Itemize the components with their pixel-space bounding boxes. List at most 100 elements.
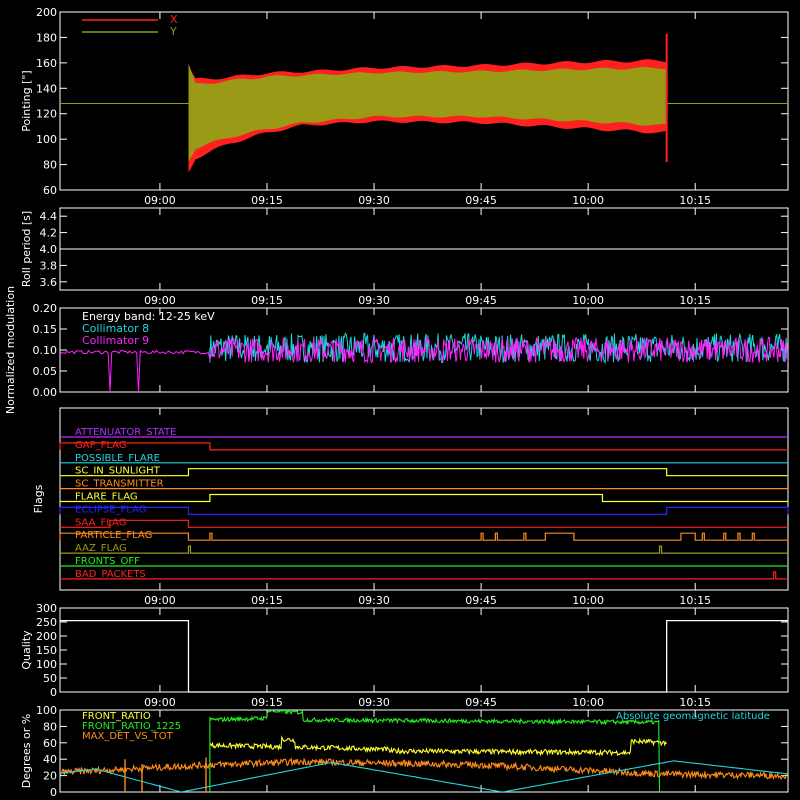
y-tick-label: 60 — [43, 184, 57, 197]
y-tick-label: 3.8 — [40, 259, 58, 272]
y-tick-label: 200 — [36, 6, 57, 19]
x-tick-label: 09:15 — [251, 696, 283, 709]
degrees-series-front_ratio_1225 — [209, 710, 661, 792]
x-tick-label: 09:15 — [251, 594, 283, 607]
y-tick-label: 140 — [36, 82, 57, 95]
flag-label-saa_flag: SAA_FLAG — [75, 517, 126, 528]
panel-frame-3 — [59, 407, 789, 591]
x-tick-label: 10:00 — [572, 294, 604, 307]
panel-frame-5 — [59, 709, 789, 793]
flag-line-bad_packets — [60, 571, 788, 580]
y-tick-label: 0.15 — [33, 323, 58, 336]
y-tick-label: 100 — [36, 704, 57, 717]
y-tick-label: 250 — [36, 616, 57, 629]
flag-label-attenuator_state: ATTENUATOR_STATE — [75, 427, 176, 438]
panel-frame-0 — [59, 11, 789, 191]
flag-label-sc_in_sunlight: SC_IN_SUNLIGHT — [75, 466, 161, 477]
y-tick-label: 100 — [36, 133, 57, 146]
x-tick-label: 09:15 — [251, 294, 283, 307]
x-tick-label: 10:15 — [679, 294, 711, 307]
x-tick-label: 09:30 — [358, 594, 390, 607]
y-axis-label: Roll period [s] — [20, 211, 33, 287]
flag-line-flare_flag — [60, 493, 788, 503]
flag-label-gap_flag: GAP_FLAG — [75, 440, 127, 451]
flag-label-bad_packets: BAD_PACKETS — [75, 569, 146, 580]
y-tick-label: 180 — [36, 31, 57, 44]
y-tick-label: 0.00 — [33, 386, 58, 399]
flag-line-eclipse_flag — [59, 506, 789, 515]
y-tick-label: 300 — [36, 602, 57, 615]
y-tick-label: 0.20 — [33, 302, 58, 315]
flag-label-particle_flag: PARTICLE_FLAG — [75, 530, 152, 541]
y-tick-label: 80 — [43, 720, 57, 733]
degrees-series-max_det_vs_tot — [60, 757, 788, 781]
y-tick-label: 100 — [36, 658, 57, 671]
y-tick-label: 160 — [36, 57, 57, 70]
quality-line — [60, 619, 788, 693]
x-tick-label: 09:30 — [358, 194, 390, 207]
x-tick-label: 10:00 — [572, 696, 604, 709]
degrees-legend-label: FRONT_RATIO — [82, 711, 151, 722]
x-tick-label: 10:00 — [572, 594, 604, 607]
y-tick-label: 4.4 — [40, 210, 58, 223]
degrees-series-absolute-geomagnetic-latitude — [60, 760, 788, 792]
x-tick-label: 09:45 — [465, 594, 497, 607]
collimator-8-label: Collimator 8 — [82, 322, 149, 335]
flag-line-sc_in_sunlight — [60, 468, 788, 477]
x-tick-label: 09:15 — [251, 194, 283, 207]
x-tick-label: 10:15 — [679, 194, 711, 207]
y-tick-label: 0 — [50, 686, 57, 699]
degrees-legend-label: MAX_DET_VS_TOT — [82, 731, 174, 742]
y-tick-label: 0 — [50, 786, 57, 799]
legend-label-X: X — [170, 13, 178, 26]
x-tick-label: 09:45 — [465, 194, 497, 207]
x-tick-label: 09:30 — [358, 696, 390, 709]
flag-label-flare_flag: FLARE_FLAG — [75, 492, 138, 503]
flag-label-eclipse_flag: ECLIPSE_FLAG — [75, 504, 146, 515]
y-axis-label: Pointing ["] — [20, 70, 33, 131]
x-tick-label: 09:00 — [144, 294, 176, 307]
y-tick-label: 60 — [43, 737, 57, 750]
x-tick-label: 09:45 — [465, 294, 497, 307]
y-axis-label: Normalized modulation — [4, 286, 17, 414]
flag-label-sc_transmitter: SC_TRANSMITTER — [75, 479, 164, 490]
y-axis-label: Degrees or % — [20, 714, 33, 788]
y-tick-label: 200 — [36, 630, 57, 643]
y-tick-label: 50 — [43, 672, 57, 685]
y-tick-label: 0.10 — [33, 344, 58, 357]
geomagnetic-latitude-label: Absolute geomagnetic latitude — [616, 711, 770, 722]
energy-band-label: Energy band: 12-25 keV — [82, 310, 215, 323]
y-tick-label: 120 — [36, 108, 57, 121]
y-tick-label: 20 — [43, 770, 57, 783]
x-tick-label: 09:30 — [358, 294, 390, 307]
y-tick-label: 4.0 — [40, 243, 58, 256]
flag-line-particle_flag — [59, 532, 788, 541]
collimator-9-label: Collimator 9 — [82, 334, 149, 347]
flag-line-aaz_flag — [60, 545, 788, 554]
modulation-series-Collimator-9 — [60, 336, 788, 392]
y-tick-label: 3.6 — [40, 276, 58, 289]
y-axis-label: Flags — [32, 484, 45, 513]
y-tick-label: 0.05 — [33, 365, 58, 378]
y-tick-label: 80 — [43, 159, 57, 172]
x-tick-label: 09:00 — [144, 194, 176, 207]
flag-label-possible_flare: POSSIBLE_FLARE — [75, 453, 160, 464]
flag-label-fronts_off: FRONTS_OFF — [75, 556, 140, 567]
flag-label-aaz_flag: AAZ_FLAG — [75, 543, 127, 554]
x-tick-label: 09:00 — [144, 696, 176, 709]
flag-line-saa_flag — [60, 519, 788, 528]
flag-line-gap_flag — [59, 442, 788, 451]
degrees-series-front_ratio — [209, 735, 667, 757]
y-tick-label: 40 — [43, 753, 57, 766]
x-tick-label: 10:15 — [679, 696, 711, 709]
x-tick-label: 09:45 — [465, 696, 497, 709]
x-tick-label: 10:00 — [572, 194, 604, 207]
legend-label-Y: Y — [169, 25, 177, 38]
x-tick-label: 10:15 — [679, 594, 711, 607]
x-tick-label: 09:00 — [144, 594, 176, 607]
y-tick-label: 4.2 — [40, 227, 58, 240]
pointing-series-Y — [188, 63, 667, 162]
y-axis-label: Quality — [20, 630, 33, 670]
y-tick-label: 150 — [36, 644, 57, 657]
